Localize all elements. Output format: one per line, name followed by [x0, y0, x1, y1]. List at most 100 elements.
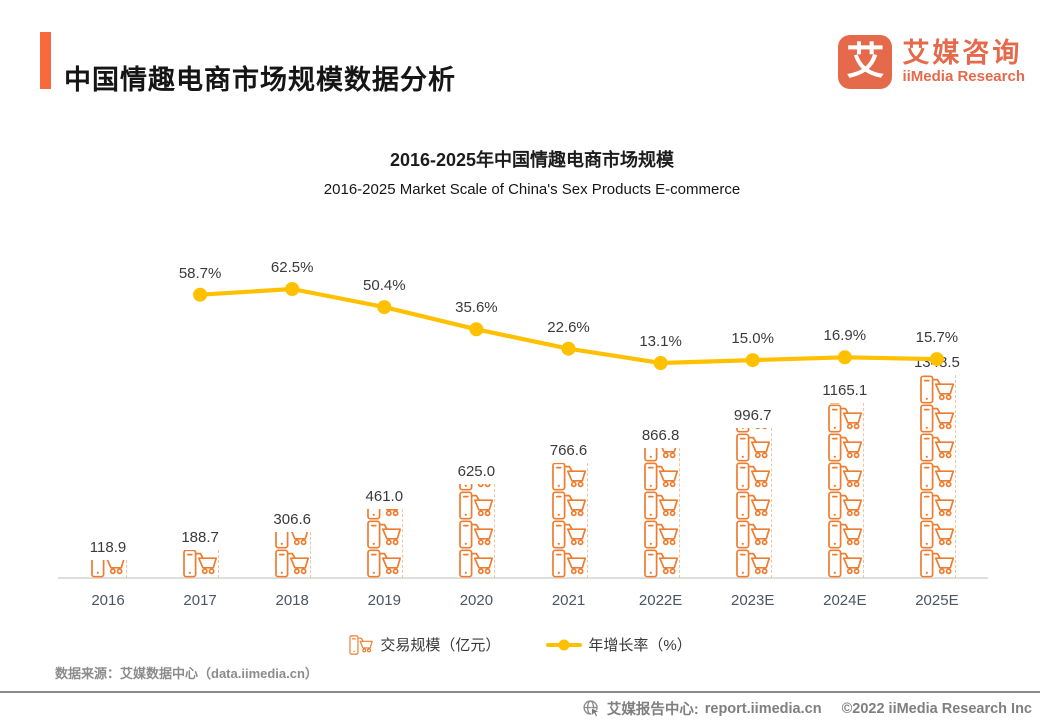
bar-value-label: 766.6	[549, 441, 588, 459]
shopping-cart-icon	[827, 491, 863, 520]
pictogram-bar	[90, 560, 127, 578]
shopping-cart-icon	[919, 549, 955, 578]
footer-divider	[0, 691, 1040, 693]
chart-subtitle: 2016-2025 Market Scale of China's Sex Pr…	[323, 181, 741, 198]
bar-value-label: 625.0	[457, 462, 496, 480]
shopping-cart-icon	[735, 462, 771, 491]
pictogram-bar	[274, 531, 312, 578]
x-axis-label: 2025E	[915, 592, 959, 609]
bar-value-label: 996.7	[733, 407, 772, 424]
bar-value-label: 188.7	[181, 528, 219, 546]
shopping-cart-icon	[551, 520, 587, 549]
shopping-cart-icon	[919, 520, 955, 549]
x-axis-label: 2016	[91, 592, 125, 609]
shopping-cart-icon	[274, 549, 310, 578]
iimedia-logo-icon: 艾	[838, 35, 893, 89]
logo-name-en: iiMedia Research	[902, 67, 1025, 85]
shopping-cart-icon	[735, 428, 771, 433]
report-center-url: report.iimedia.cn	[704, 700, 822, 717]
x-axis-line	[58, 577, 988, 579]
shopping-cart-icon	[274, 532, 310, 549]
pictogram-bar	[919, 375, 956, 578]
shopping-cart-icon	[827, 403, 863, 404]
shopping-cart-icon	[827, 404, 863, 433]
copyright-text: ©2022 iiMedia Research Inc	[841, 700, 1032, 717]
x-axis-label: 2023E	[731, 592, 775, 609]
growth-rate-label: 58.7%	[178, 264, 222, 282]
shopping-cart-icon	[643, 549, 679, 578]
shopping-cart-icon	[643, 520, 679, 549]
growth-rate-label: 62.5%	[270, 259, 314, 276]
x-axis-label: 2021	[551, 592, 586, 609]
growth-rate-label: 22.6%	[547, 318, 590, 336]
report-center-label: 艾媒报告中心:	[606, 702, 699, 718]
x-axis-label: 2020	[459, 592, 494, 609]
pictogram-bar	[827, 402, 864, 578]
legend-item-line: 年增长率（%）	[546, 634, 692, 655]
shopping-cart-icon	[919, 404, 955, 433]
shopping-cart-icon	[735, 520, 771, 549]
growth-line-swatch	[546, 639, 583, 650]
page-title: 中国情趣电商市场规模数据分析	[64, 65, 456, 96]
title-accent-bar	[40, 32, 51, 89]
growth-rate-label: 13.1%	[639, 333, 682, 350]
shopping-cart-icon	[919, 491, 955, 520]
legend-item-bar: 交易规模（亿元）	[348, 634, 500, 655]
shopping-cart-icon	[827, 462, 863, 491]
bar-value-label: 118.9	[89, 539, 127, 557]
growth-rate-label: 15.7%	[915, 329, 959, 347]
globe-cursor-icon	[582, 699, 601, 718]
legend-bar-label: 交易规模（亿元）	[380, 637, 501, 654]
growth-rate-label: 16.9%	[823, 327, 867, 345]
shopping-cart-icon	[735, 491, 771, 520]
shopping-cart-icon	[458, 491, 494, 520]
shopping-cart-icon	[551, 463, 587, 491]
pictogram-bar	[643, 447, 680, 578]
shopping-cart-icon	[366, 520, 402, 549]
shopping-cart-icon	[919, 375, 955, 404]
growth-point	[377, 300, 392, 315]
pictogram-bar	[458, 483, 496, 578]
pictogram-bar	[735, 428, 772, 578]
shopping-cart-icon	[919, 462, 955, 491]
growth-point	[837, 350, 852, 365]
x-axis-label: 2019	[367, 592, 401, 609]
shopping-cart-icon	[919, 433, 955, 462]
shopping-cart-icon	[735, 549, 771, 578]
growth-point	[561, 341, 576, 356]
chart-title: 2016-2025年中国情趣电商市场规模	[389, 150, 675, 170]
growth-point	[745, 353, 760, 368]
iimedia-logo: 艾 艾媒咨询 iiMedia Research	[838, 35, 1025, 89]
shopping-cart-icon	[827, 520, 863, 549]
footer-bar: 艾媒报告中心: report.iimedia.cn ©2022 iiMedia …	[582, 698, 1032, 719]
bar-value-label: 1165.1	[822, 381, 868, 399]
shopping-cart-icon	[827, 549, 863, 578]
shopping-cart-icon	[735, 433, 771, 462]
bar-value-label: 866.8	[641, 426, 680, 444]
x-axis-label: 2024E	[823, 592, 867, 609]
shopping-cart-icon	[182, 550, 218, 578]
logo-name-cn: 艾媒咨询	[902, 37, 1023, 68]
pictogram-bar	[182, 549, 220, 578]
x-axis-label: 2018	[275, 592, 309, 609]
shopping-cart-icon	[551, 549, 587, 578]
bar-value-label: 1348.5	[913, 354, 960, 371]
shopping-cart-icon	[348, 635, 374, 655]
shopping-cart-icon	[551, 491, 587, 520]
data-source-note: 数据来源：艾媒数据中心（data.iimedia.cn）	[55, 666, 318, 681]
shopping-cart-icon	[458, 549, 494, 578]
growth-point	[285, 282, 300, 296]
growth-point	[469, 322, 484, 337]
bar-value-label: 461.0	[365, 487, 404, 505]
growth-rate-label: 35.6%	[455, 299, 498, 317]
legend-line-label: 年增长率（%）	[588, 637, 692, 654]
shopping-cart-icon	[458, 520, 494, 549]
bar-value-label: 306.6	[273, 510, 311, 528]
shopping-cart-icon	[90, 560, 126, 578]
x-axis-label: 2017	[183, 592, 217, 609]
shopping-cart-icon	[643, 448, 679, 463]
growth-point	[653, 356, 668, 370]
